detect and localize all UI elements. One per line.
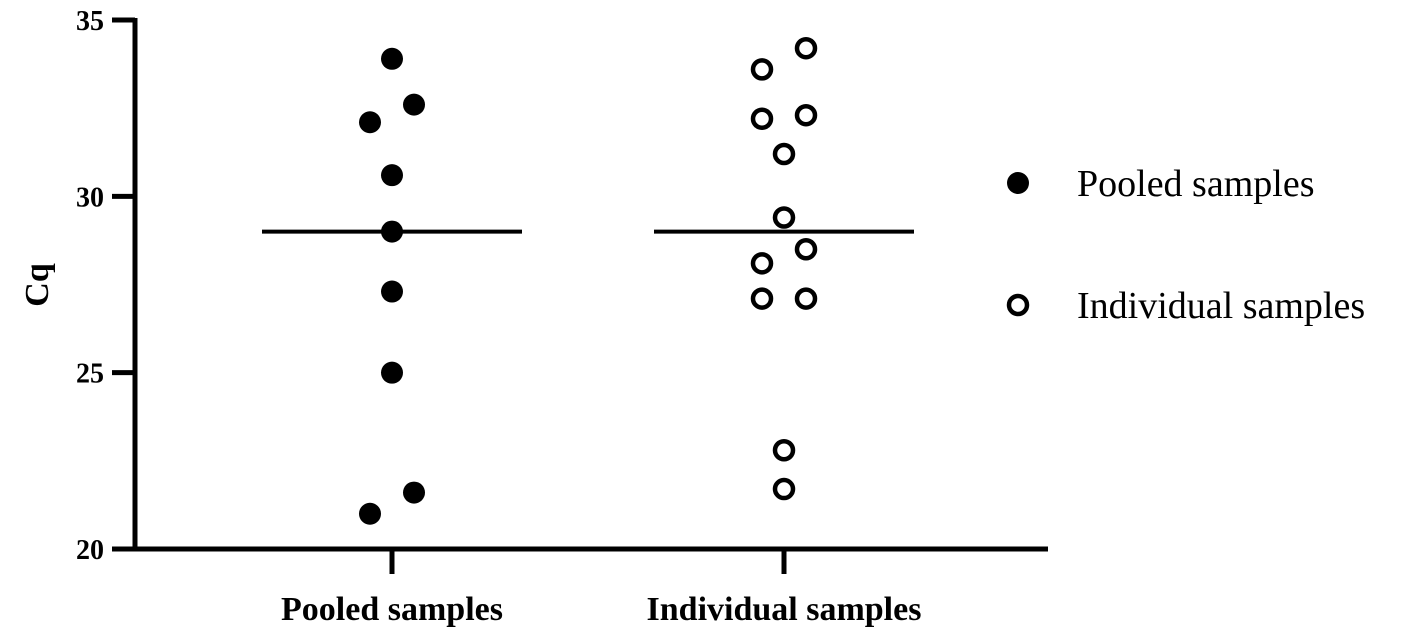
x-tick-label: Pooled samples: [281, 591, 503, 628]
legend: Pooled samples Individual samples: [1006, 163, 1365, 327]
data-point-open: [750, 58, 774, 81]
axes: [132, 18, 1048, 552]
y-tick-label: 35: [76, 6, 104, 37]
data-point-filled: [381, 47, 403, 70]
data-point-open: [750, 252, 774, 275]
legend-label: Individual samples: [1077, 285, 1365, 327]
data-point-open: [772, 142, 796, 166]
data-point-open: [750, 287, 774, 310]
y-ticks: 20 25 30 35: [76, 6, 135, 566]
data-point-open: [772, 477, 796, 501]
data-point-filled: [359, 502, 381, 525]
data-point-open: [772, 439, 796, 462]
data-point-open: [794, 237, 818, 261]
data-point-open: [794, 287, 818, 310]
x-tick-label: Individual samples: [647, 591, 922, 628]
data-point-filled: [403, 93, 425, 116]
y-tick-label: 20: [76, 535, 104, 566]
y-axis-title: Cq: [19, 263, 56, 307]
data-point-filled: [381, 361, 403, 384]
data-point-filled: [359, 111, 381, 134]
y-tick-label: 30: [76, 182, 104, 213]
data-point-filled: [381, 220, 403, 243]
legend-marker-open: [1006, 293, 1030, 317]
data-point-filled: [381, 280, 403, 303]
y-tick-label: 25: [76, 359, 104, 390]
legend-label: Pooled samples: [1077, 163, 1314, 205]
legend-marker-filled: [1007, 172, 1029, 194]
data-point-filled: [381, 164, 403, 187]
data-point-open: [794, 103, 818, 127]
data-point-open: [794, 36, 818, 60]
data-point-open: [750, 107, 774, 130]
data-point-filled: [403, 481, 425, 504]
x-ticks: Pooled samples Individual samples: [281, 549, 921, 628]
data-points: [359, 36, 818, 525]
data-point-open: [772, 206, 796, 229]
